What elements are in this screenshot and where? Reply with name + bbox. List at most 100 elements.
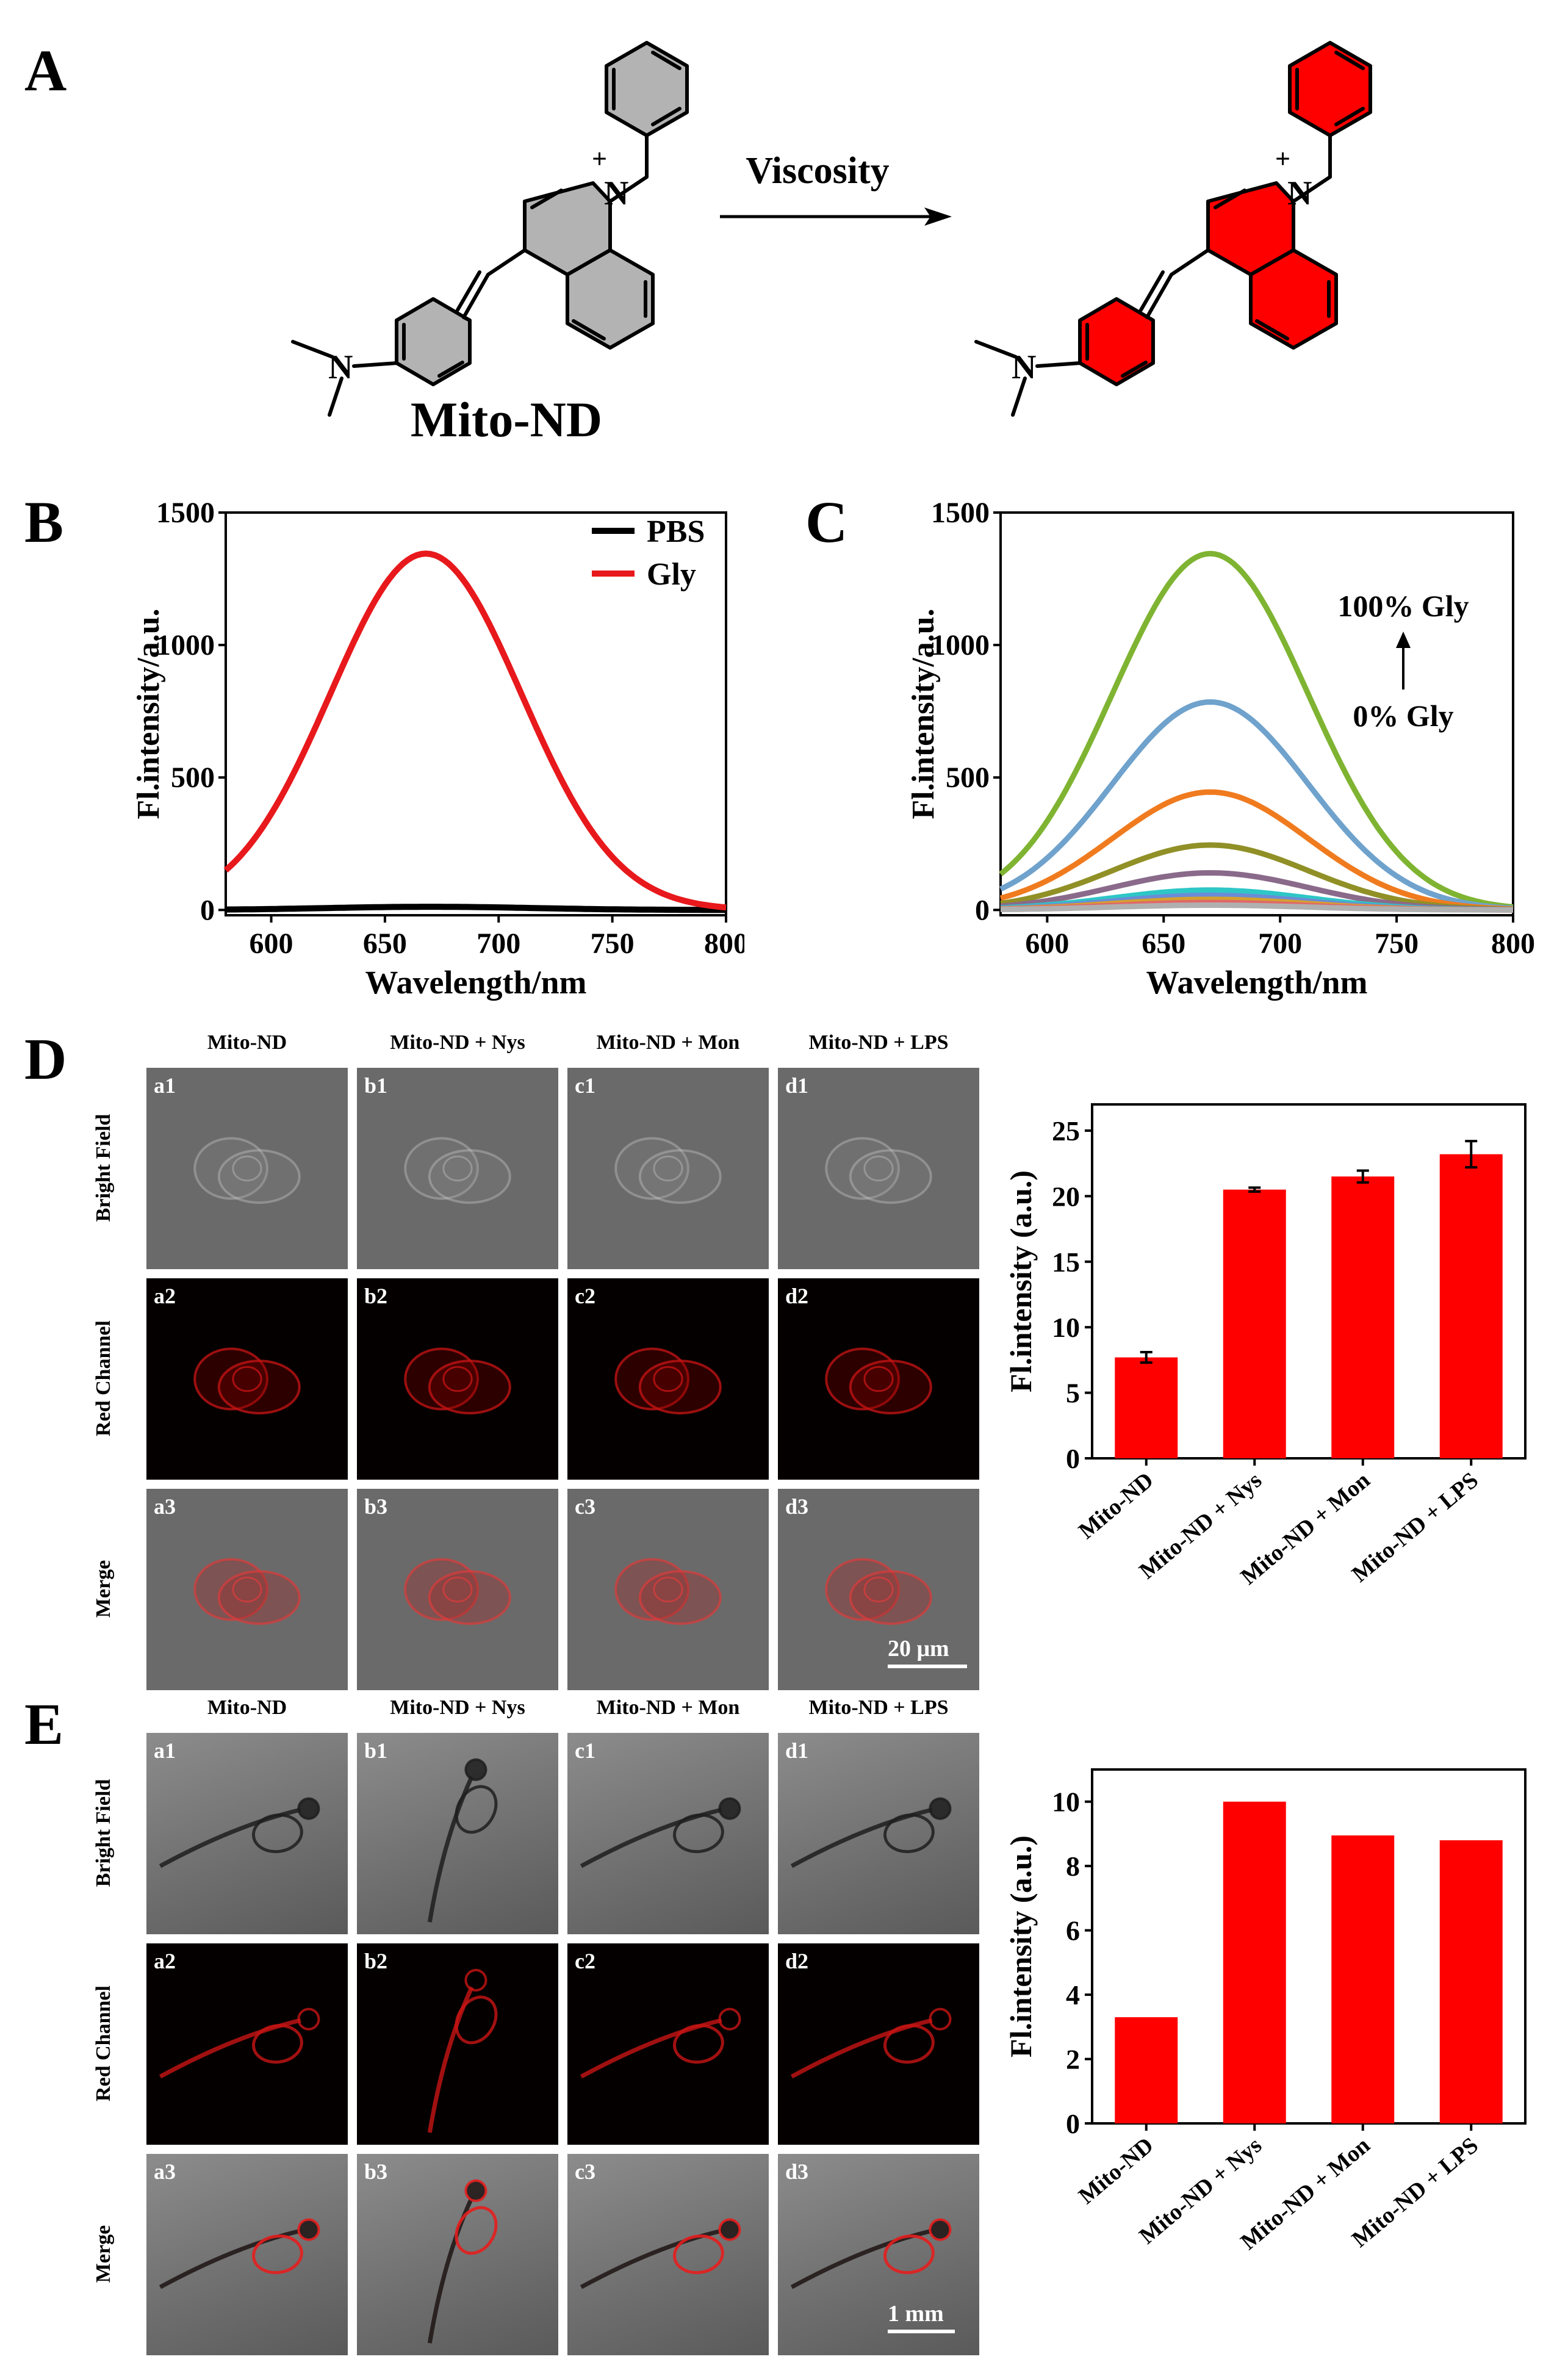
y-tick-label: 1000 [156, 629, 215, 661]
x-tick-label: 800 [1491, 927, 1535, 960]
reaction-arrow-head [924, 207, 952, 226]
micrograph-tag: d3 [785, 1494, 809, 1519]
legend-label-Gly: Gly [647, 557, 696, 592]
micrograph-tag: a3 [154, 1494, 176, 1519]
series-line-s10 [1000, 902, 1514, 913]
zebrafish-shape [580, 1797, 741, 1868]
x-axis-label: Wavelength/nm [1146, 964, 1367, 1001]
micrograph-b3: b3 [357, 2154, 558, 2355]
micrograph-d2: d2 [778, 1943, 979, 2145]
scale-bar: 1 mm [888, 2300, 955, 2333]
x-category-label: Mito-ND [1074, 1467, 1159, 1544]
zebrafish-shape [427, 2179, 498, 2344]
bar-2 [1331, 1835, 1395, 2123]
cell-shapes [825, 1558, 932, 1625]
zebrafish-shape [580, 2218, 741, 2289]
zebrafish-shape [159, 1797, 320, 1868]
row-label: Merge [92, 2225, 115, 2283]
x-tick-label: 600 [250, 927, 293, 960]
micrograph-tag: b1 [364, 1073, 388, 1098]
scale-bar: 20 μm [888, 1635, 967, 1668]
scale-bar-label: 1 mm [888, 2301, 944, 2327]
x-tick-label: 700 [1258, 927, 1302, 960]
micrograph-tag: a3 [154, 2159, 176, 2184]
micrograph-tag: d3 [785, 2159, 809, 2184]
bar-3 [1439, 1154, 1503, 1458]
micrograph-tag: a2 [154, 1284, 176, 1308]
y-tick-label: 4 [1066, 1979, 1080, 2011]
n-plus-label-left: N [604, 175, 628, 212]
zebrafish-shape [427, 1758, 498, 1923]
x-category-label: Mito-ND [1074, 2133, 1159, 2209]
panel-letter-e: E [24, 1691, 64, 1757]
x-axis-label: Wavelength/nm [365, 964, 586, 1001]
panel-letter-d: D [24, 1026, 67, 1092]
series-line-s3 [999, 789, 1514, 912]
y-tick-label: 10 [1052, 1312, 1080, 1343]
micrograph-c2: c2 [567, 1278, 769, 1480]
bar-3 [1439, 1840, 1503, 2123]
y-axis-label: Fl.intensity (a.u.) [1004, 1835, 1038, 2057]
y-tick-label: 0 [1066, 2108, 1080, 2139]
cell-shapes [825, 1347, 932, 1415]
cell-shapes [614, 1137, 722, 1204]
column-label: Mito-ND + Mon [596, 1031, 740, 1054]
micrograph-a2: a2 [146, 1943, 348, 2145]
bar-2 [1331, 1176, 1395, 1458]
micrograph-c3: c3 [567, 2154, 769, 2355]
micrograph-tag: c1 [575, 1738, 595, 1763]
annotation-100-gly: 100% Gly [1337, 589, 1469, 623]
micrograph-tag: c3 [575, 1494, 595, 1519]
plot-frame [999, 511, 1514, 916]
x-tick-label: 750 [1375, 927, 1419, 960]
zebrafish-shape [159, 2218, 320, 2289]
micrograph-a2: a2 [146, 1278, 348, 1480]
panel-a-structures: N + N Mito-ND Viscosity [291, 41, 1372, 447]
scale-bar-label: 20 μm [888, 1636, 949, 1661]
micrograph-c1: c1 [567, 1068, 769, 1269]
plot-frame [1091, 1103, 1527, 1460]
annotation-0-gly: 0% Gly [1353, 699, 1453, 733]
compound-name-label: Mito-ND [411, 392, 602, 447]
y-tick-label: 8 [1066, 1851, 1080, 1882]
scale-bar-line [888, 1665, 967, 1668]
micrograph-tag: d1 [785, 1073, 809, 1098]
micrograph-a3: a3 [146, 2154, 348, 2355]
cell-shapes [825, 1137, 932, 1204]
micrograph-tag: c1 [575, 1073, 595, 1098]
y-tick-label: 1500 [156, 497, 215, 529]
micrograph-tag: b2 [364, 1284, 388, 1308]
micrograph-d3: d3 [778, 1489, 979, 1690]
micrograph-d1: d1 [778, 1733, 979, 1934]
y-tick-label: 0 [1066, 1443, 1080, 1474]
y-axis-label: Fl.intensity/a.u. [906, 608, 941, 819]
cell-shapes [614, 1347, 722, 1415]
panel-letter-b: B [24, 489, 64, 555]
cell-shapes [193, 1137, 301, 1204]
cell-shapes [404, 1347, 511, 1415]
x-tick-label: 800 [704, 927, 744, 960]
micrograph-tag: d1 [785, 1738, 809, 1763]
scale-bar-line [888, 2330, 955, 2333]
y-tick-label: 0 [975, 894, 990, 926]
micrograph-b3: b3 [357, 1489, 558, 1690]
column-label: Mito-ND [207, 1031, 287, 1054]
micrograph-d1: d1 [778, 1068, 979, 1269]
micrograph-a3: a3 [146, 1489, 348, 1690]
zebrafish-shape [159, 2007, 320, 2079]
plot-frame [225, 511, 727, 916]
panel-letter-a: A [24, 38, 67, 103]
y-axis-label: Fl.intensity/a.u. [131, 608, 166, 819]
zebrafish-shape [790, 2218, 952, 2289]
column-label: Mito-ND + LPS [808, 1696, 949, 1719]
micrograph-c2: c2 [567, 1943, 769, 2145]
cell-shapes [193, 1558, 301, 1625]
micrograph-b2: b2 [357, 1278, 558, 1480]
micrograph-tag: c2 [575, 1284, 595, 1308]
y-axis-label: Fl.intensity (a.u.) [1004, 1170, 1038, 1392]
chart-b-spectra: 600 650 700 750 800 0 500 1000 1500 Wavelength/nm… [131, 497, 744, 1001]
micrograph-a1: a1 [146, 1733, 348, 1934]
y-tick-label: 5 [1066, 1378, 1080, 1409]
row-label: Red Channel [92, 1985, 115, 2101]
